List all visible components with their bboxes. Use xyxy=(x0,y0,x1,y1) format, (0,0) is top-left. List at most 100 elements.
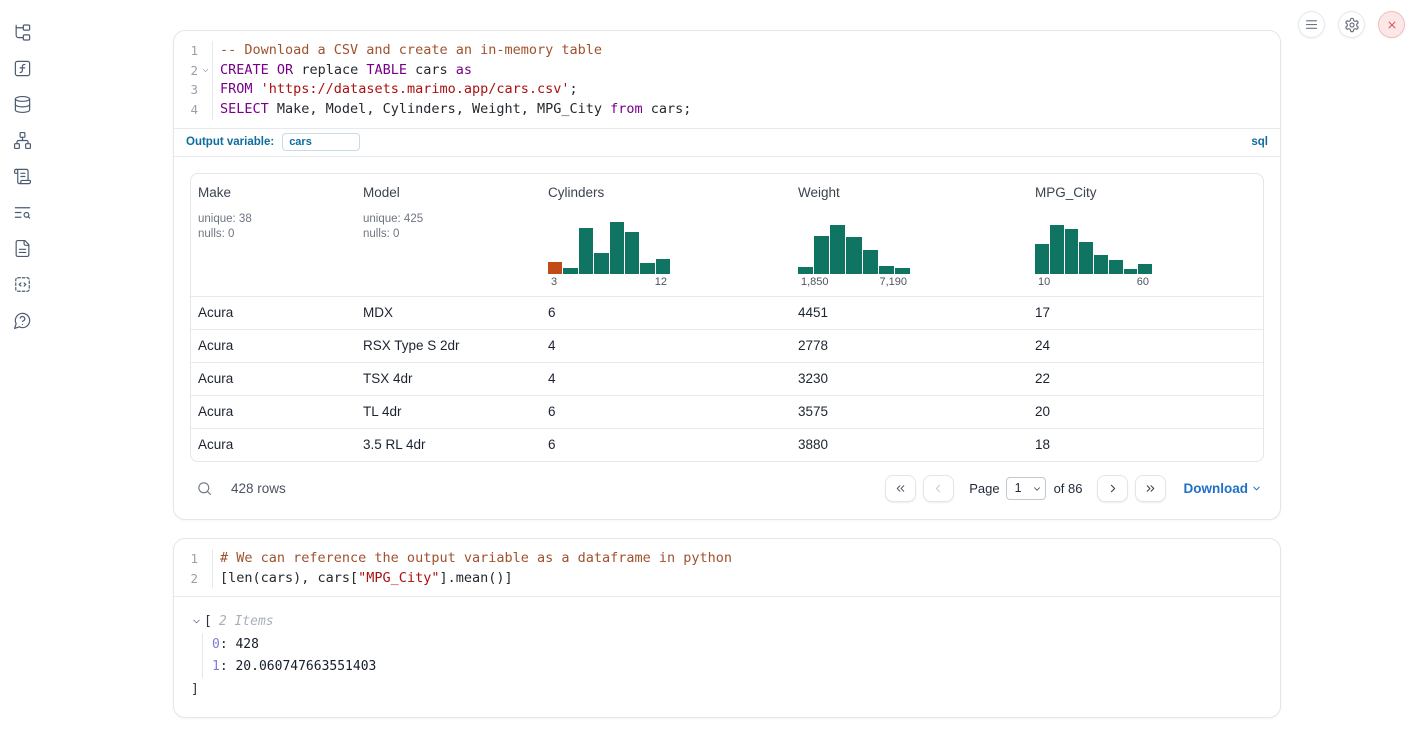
sidebar-item-dependencies[interactable] xyxy=(11,129,33,151)
histogram-bars xyxy=(548,222,670,274)
histogram-bar xyxy=(548,262,562,273)
file-text-icon xyxy=(13,239,32,258)
output-list-item: 0: 428 xyxy=(212,633,1263,656)
code-token: cars xyxy=(407,62,456,78)
code-token: from xyxy=(610,101,643,117)
column-header-mpg_city[interactable]: MPG_City 1060 xyxy=(1028,174,1263,296)
settings-button[interactable] xyxy=(1338,11,1365,38)
column-stat: unique: 38 xyxy=(198,213,350,225)
table-cell: 3230 xyxy=(791,363,1028,395)
fold-icon[interactable] xyxy=(198,61,213,81)
output-variable-row: Output variable: sql xyxy=(174,129,1280,156)
cell-output: [ 2 Items 0: 4281: 20.060747663551403 ] xyxy=(174,597,1280,717)
histogram-bar xyxy=(1124,269,1138,274)
code-editor[interactable]: 1# We can reference the output variable … xyxy=(174,539,1280,596)
help-circle-icon xyxy=(13,311,32,330)
prev-page-button[interactable] xyxy=(923,475,954,502)
chevrons-right-icon xyxy=(1144,482,1157,495)
table-cell: 6 xyxy=(541,297,791,329)
output-item-value: 428 xyxy=(235,637,258,652)
table-cell: 24 xyxy=(1028,330,1263,362)
table-cell: 4451 xyxy=(791,297,1028,329)
histogram-bar xyxy=(846,237,861,273)
first-page-button[interactable] xyxy=(885,475,916,502)
chevron-right-icon xyxy=(1106,482,1119,495)
column-header-cylinders[interactable]: Cylinders312 xyxy=(541,174,791,296)
table-cell: 22 xyxy=(1028,363,1263,395)
code-token: 'https://datasets.marimo.app/cars.csv' xyxy=(261,81,570,97)
sidebar-item-file-tree[interactable] xyxy=(11,21,33,43)
function-square-icon xyxy=(13,59,32,78)
window-controls xyxy=(1298,11,1405,38)
sidebar-item-help[interactable] xyxy=(11,309,33,331)
code-text: CREATE OR replace TABLE cars as xyxy=(213,61,472,81)
sidebar-item-variables[interactable] xyxy=(11,57,33,79)
table-cell: 3575 xyxy=(791,396,1028,428)
sidebar-item-snippets[interactable] xyxy=(11,273,33,295)
next-page-button[interactable] xyxy=(1097,475,1128,502)
code-token: # We can reference the output variable a… xyxy=(220,550,732,566)
output-list-header: [ 2 Items xyxy=(191,610,1263,632)
table-cell: Acura xyxy=(191,363,356,395)
fold-gutter xyxy=(198,41,213,61)
shutdown-button[interactable] xyxy=(1378,11,1405,38)
sidebar-item-scratchpad[interactable] xyxy=(11,201,33,223)
table-cell: TSX 4dr xyxy=(356,363,541,395)
column-histogram: 1,8507,190 xyxy=(798,222,910,288)
table-cell: 3880 xyxy=(791,429,1028,461)
code-token: replace xyxy=(293,62,366,78)
table-cell: TL 4dr xyxy=(356,396,541,428)
code-token xyxy=(269,62,277,78)
table-output: Makeunique: 38nulls: 0Modelunique: 425nu… xyxy=(174,157,1280,519)
chevron-left-icon xyxy=(932,482,945,495)
output-item-index: 0 xyxy=(212,637,220,652)
sidebar-item-datasources[interactable] xyxy=(11,93,33,115)
histogram-bar xyxy=(563,268,577,274)
text-search-icon xyxy=(13,203,32,222)
histogram-bar xyxy=(640,263,654,273)
sql-cell: 1-- Download a CSV and create an in-memo… xyxy=(173,30,1281,520)
column-name: Make xyxy=(198,185,350,200)
column-header-weight[interactable]: Weight1,8507,190 xyxy=(791,174,1028,296)
line-number: 4 xyxy=(174,100,198,120)
column-histogram: 312 xyxy=(548,222,670,288)
table-row: AcuraMDX6445117 xyxy=(191,296,1263,329)
histogram-bar xyxy=(1138,264,1152,273)
download-button[interactable]: Download xyxy=(1184,481,1263,496)
sidebar-item-documentation[interactable] xyxy=(11,237,33,259)
column-name: Model xyxy=(363,185,535,200)
line-number: 2 xyxy=(174,569,198,589)
output-list-item: 1: 20.060747663551403 xyxy=(212,656,1263,679)
fold-gutter xyxy=(198,100,213,120)
menu-button[interactable] xyxy=(1298,11,1325,38)
language-badge: sql xyxy=(1251,136,1268,148)
line-number: 2 xyxy=(174,61,198,81)
code-token: CREATE xyxy=(220,62,269,78)
code-token: "MPG_City" xyxy=(358,570,439,586)
page-select[interactable]: 1 xyxy=(1006,477,1046,500)
code-text: [len(cars), cars["MPG_City"].mean()] xyxy=(213,569,513,589)
column-header-make[interactable]: Makeunique: 38nulls: 0 xyxy=(191,174,356,296)
histogram-bar xyxy=(656,259,670,274)
column-name: MPG_City xyxy=(1035,185,1257,200)
histogram-bar xyxy=(625,232,639,274)
output-list-entries: 0: 4281: 20.060747663551403 xyxy=(202,633,1263,678)
histogram-range: 1,8507,190 xyxy=(798,274,910,288)
search-button[interactable] xyxy=(196,480,213,497)
notebook: 1-- Download a CSV and create an in-memo… xyxy=(173,30,1281,718)
column-header-model[interactable]: Modelunique: 425nulls: 0 xyxy=(356,174,541,296)
scroll-icon xyxy=(13,167,32,186)
histogram-tick-label: 10 xyxy=(1038,276,1050,288)
histogram-tick-label: 12 xyxy=(655,276,667,288)
output-variable-input[interactable] xyxy=(282,133,360,151)
code-token: as xyxy=(456,62,472,78)
code-editor[interactable]: 1-- Download a CSV and create an in-memo… xyxy=(174,31,1280,128)
sidebar-item-logs[interactable] xyxy=(11,165,33,187)
menu-icon xyxy=(1304,17,1319,32)
code-token xyxy=(253,81,261,97)
column-histogram: 1060 xyxy=(1035,222,1152,288)
table-cell: 6 xyxy=(541,396,791,428)
collapse-icon[interactable] xyxy=(191,616,204,627)
histogram-bar xyxy=(1094,255,1108,274)
last-page-button[interactable] xyxy=(1135,475,1166,502)
